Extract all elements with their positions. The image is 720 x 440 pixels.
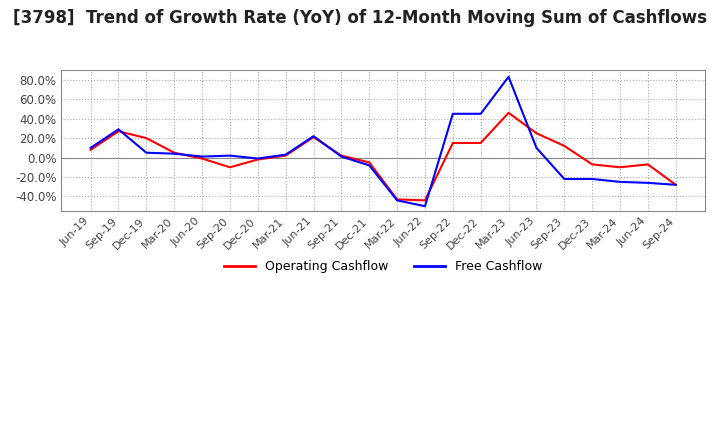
Operating Cashflow [616, 165, 624, 170]
Free Cashflow [114, 127, 123, 132]
Operating Cashflow [420, 198, 429, 203]
Operating Cashflow [282, 153, 290, 158]
Operating Cashflow [532, 131, 541, 136]
Free Cashflow [393, 198, 402, 203]
Operating Cashflow [393, 197, 402, 202]
Operating Cashflow [170, 150, 179, 155]
Operating Cashflow [477, 140, 485, 146]
Free Cashflow [644, 180, 652, 186]
Operating Cashflow [309, 135, 318, 140]
Text: [3798]  Trend of Growth Rate (YoY) of 12-Month Moving Sum of Cashflows: [3798] Trend of Growth Rate (YoY) of 12-… [13, 9, 707, 27]
Free Cashflow [532, 145, 541, 150]
Operating Cashflow [672, 182, 680, 187]
Free Cashflow [225, 153, 234, 158]
Line: Operating Cashflow: Operating Cashflow [91, 113, 676, 200]
Operating Cashflow [504, 110, 513, 115]
Operating Cashflow [449, 140, 457, 146]
Free Cashflow [449, 111, 457, 117]
Operating Cashflow [86, 147, 95, 152]
Free Cashflow [672, 182, 680, 187]
Free Cashflow [142, 150, 150, 155]
Free Cashflow [253, 156, 262, 161]
Operating Cashflow [198, 156, 207, 161]
Operating Cashflow [114, 128, 123, 134]
Operating Cashflow [142, 136, 150, 141]
Free Cashflow [616, 179, 624, 184]
Free Cashflow [477, 111, 485, 117]
Operating Cashflow [560, 143, 569, 149]
Operating Cashflow [253, 157, 262, 162]
Free Cashflow [560, 176, 569, 182]
Free Cashflow [170, 151, 179, 156]
Operating Cashflow [365, 160, 374, 165]
Operating Cashflow [588, 162, 596, 167]
Legend: Operating Cashflow, Free Cashflow: Operating Cashflow, Free Cashflow [219, 255, 547, 278]
Operating Cashflow [644, 162, 652, 167]
Operating Cashflow [225, 165, 234, 170]
Free Cashflow [504, 74, 513, 80]
Free Cashflow [588, 176, 596, 182]
Free Cashflow [309, 133, 318, 139]
Operating Cashflow [337, 153, 346, 158]
Free Cashflow [365, 163, 374, 168]
Free Cashflow [337, 154, 346, 159]
Free Cashflow [86, 145, 95, 150]
Free Cashflow [420, 204, 429, 209]
Free Cashflow [282, 152, 290, 157]
Line: Free Cashflow: Free Cashflow [91, 77, 676, 206]
Free Cashflow [198, 154, 207, 159]
